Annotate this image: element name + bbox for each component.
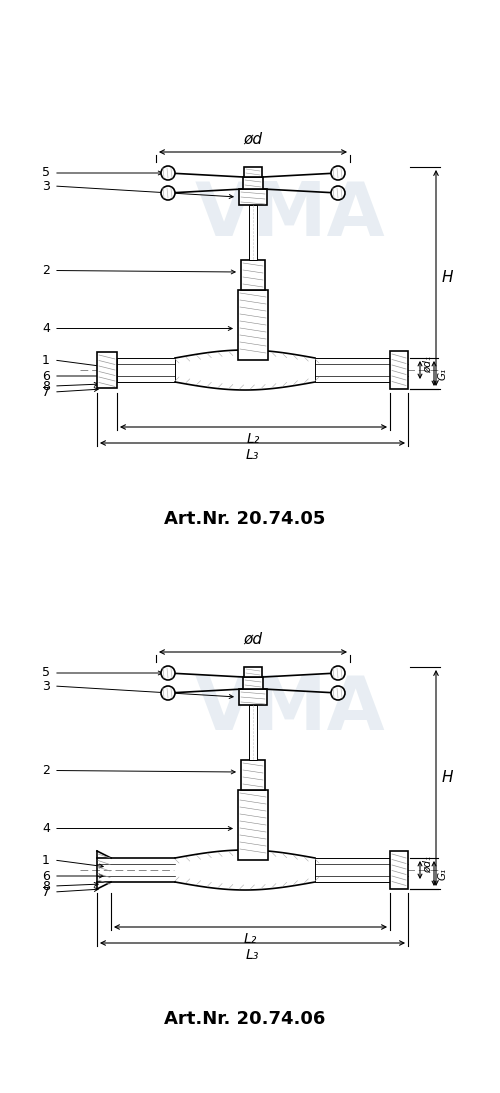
Text: 5: 5 [42, 667, 50, 680]
Text: L₂: L₂ [244, 932, 257, 947]
Circle shape [331, 186, 345, 200]
Bar [238, 290, 268, 360]
Circle shape [331, 166, 345, 180]
Text: ød: ød [244, 132, 262, 146]
Text: 6: 6 [42, 369, 50, 383]
Bar [97, 352, 117, 388]
Text: H: H [442, 771, 454, 786]
Text: 3: 3 [42, 680, 50, 693]
Circle shape [161, 686, 175, 700]
Text: L₂: L₂ [247, 432, 260, 446]
Bar [315, 359, 390, 381]
Text: 7: 7 [42, 885, 50, 898]
Bar [243, 177, 263, 189]
Bar [249, 205, 257, 260]
Polygon shape [175, 350, 315, 390]
Text: 4: 4 [42, 822, 50, 835]
Text: 8: 8 [42, 880, 50, 893]
Text: G₁: G₁ [438, 367, 448, 379]
Text: 2: 2 [42, 265, 50, 277]
Bar [239, 189, 267, 205]
Text: 1: 1 [42, 854, 50, 867]
Text: VMA: VMA [194, 178, 386, 251]
Circle shape [161, 166, 175, 180]
Bar [390, 351, 408, 389]
Circle shape [161, 666, 175, 680]
Bar [315, 858, 390, 882]
Bar [244, 667, 262, 677]
Bar [241, 760, 265, 790]
Text: 7: 7 [42, 386, 50, 399]
Text: 5: 5 [42, 166, 50, 179]
Circle shape [331, 666, 345, 680]
Bar [241, 260, 265, 290]
Text: ød: ød [244, 632, 262, 647]
Bar [243, 677, 263, 689]
Text: H: H [442, 270, 454, 285]
Text: 1: 1 [42, 353, 50, 366]
Text: 6: 6 [42, 870, 50, 882]
Circle shape [331, 686, 345, 700]
Circle shape [161, 186, 175, 200]
Bar [238, 790, 268, 860]
Text: VMA: VMA [194, 673, 386, 747]
Bar [244, 167, 262, 177]
Text: G₁: G₁ [438, 868, 448, 880]
Text: ød₁: ød₁ [423, 856, 433, 872]
Text: ød₁: ød₁ [423, 355, 433, 373]
Text: 4: 4 [42, 322, 50, 334]
Bar [239, 689, 267, 705]
Bar [390, 851, 408, 889]
Text: Art.Nr. 20.74.05: Art.Nr. 20.74.05 [164, 510, 326, 528]
Text: 2: 2 [42, 764, 50, 777]
Polygon shape [175, 850, 315, 890]
Text: 3: 3 [42, 179, 50, 192]
Text: 8: 8 [42, 379, 50, 392]
Text: Art.Nr. 20.74.06: Art.Nr. 20.74.06 [164, 1010, 326, 1029]
Bar [249, 705, 257, 760]
Bar [117, 359, 175, 381]
Text: L₃: L₃ [246, 448, 259, 462]
Text: L₃: L₃ [246, 948, 259, 962]
